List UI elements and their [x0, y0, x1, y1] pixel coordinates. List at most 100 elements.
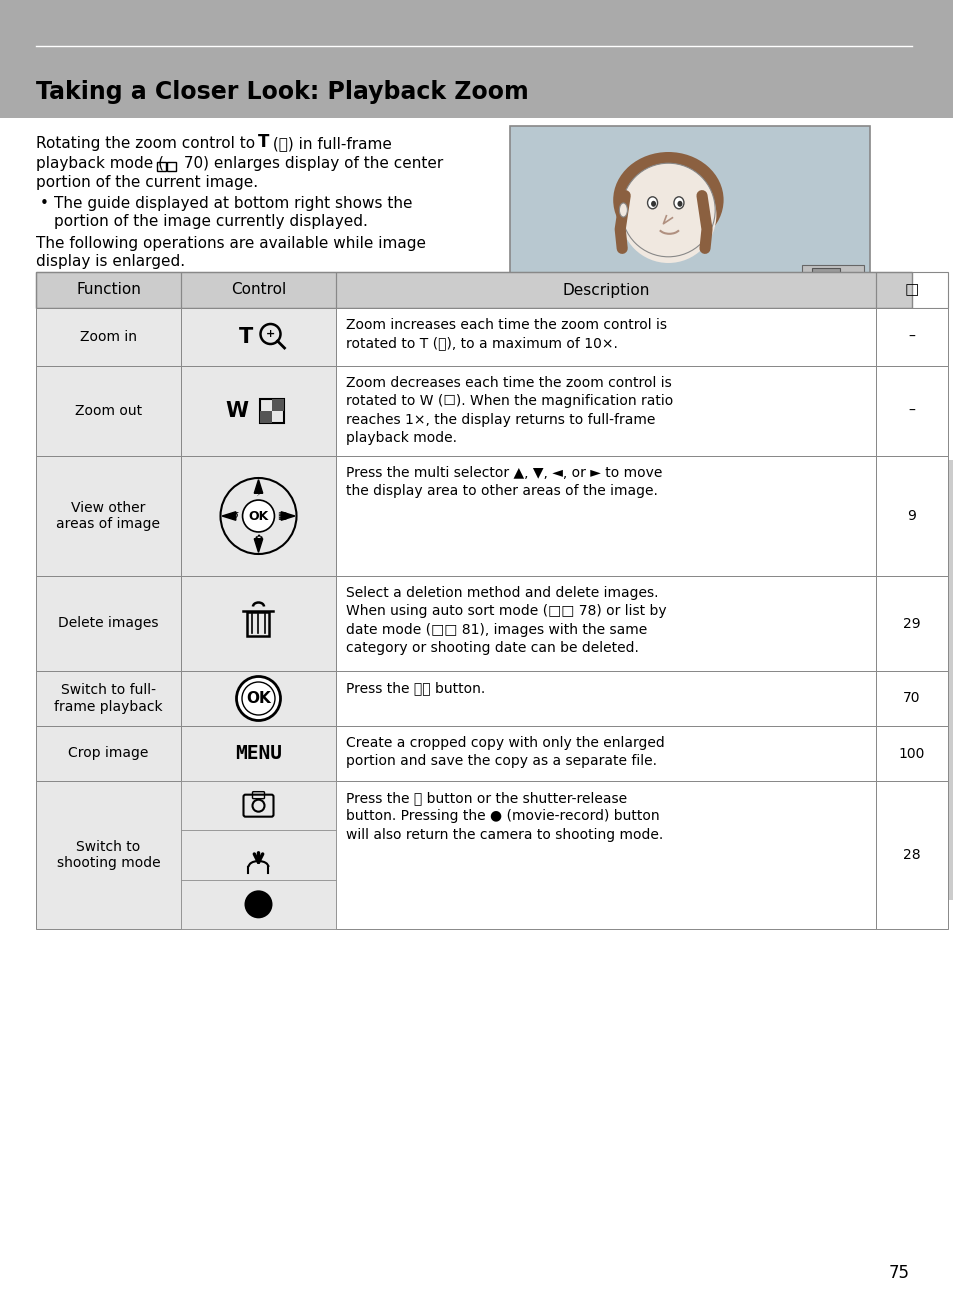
Text: Rotating the zoom control to: Rotating the zoom control to: [36, 137, 260, 151]
Text: –: –: [907, 403, 915, 418]
Bar: [36, 456, 181, 576]
Bar: [875, 727, 947, 781]
Ellipse shape: [619, 167, 716, 263]
Text: The guide displayed at bottom right shows the: The guide displayed at bottom right show…: [54, 196, 412, 212]
Bar: [181, 367, 335, 456]
Text: 70: 70: [902, 691, 920, 706]
Bar: [181, 272, 335, 307]
Text: Zoom out: Zoom out: [75, 403, 142, 418]
Circle shape: [242, 501, 274, 532]
Text: Delete images: Delete images: [58, 616, 158, 631]
Text: Create a cropped copy with only the enlarged
portion and save the copy as a sepa: Create a cropped copy with only the enla…: [346, 736, 664, 769]
Text: ✿: ✿: [254, 535, 262, 544]
Text: □: □: [903, 283, 919, 297]
Bar: [875, 272, 947, 307]
Bar: [181, 879, 335, 929]
Bar: [36, 671, 181, 727]
Text: MENU: MENU: [234, 744, 282, 763]
Text: Taking a Closer Look: Playback Zoom: Taking a Closer Look: Playback Zoom: [36, 80, 528, 104]
Text: MENU: MENU: [516, 286, 545, 296]
Bar: [335, 307, 875, 367]
Text: Description: Description: [561, 283, 649, 297]
Text: 70) enlarges display of the center: 70) enlarges display of the center: [179, 156, 443, 171]
Bar: [36, 307, 181, 367]
Text: portion of the current image.: portion of the current image.: [36, 175, 258, 191]
Text: display is enlarged.: display is enlarged.: [36, 254, 185, 269]
Bar: [181, 576, 335, 671]
Bar: [157, 162, 166, 171]
Bar: [36, 272, 181, 307]
Bar: [181, 727, 335, 781]
Bar: [181, 830, 335, 879]
Text: (⒠) in full-frame: (⒠) in full-frame: [268, 137, 392, 151]
Ellipse shape: [647, 197, 657, 209]
Text: –: –: [907, 330, 915, 344]
Bar: [335, 456, 875, 576]
Text: More on Playback: More on Playback: [927, 624, 941, 736]
Bar: [36, 576, 181, 671]
Ellipse shape: [619, 159, 716, 260]
Polygon shape: [281, 511, 294, 520]
Text: +: +: [266, 328, 274, 339]
Text: Zoom in: Zoom in: [80, 330, 137, 344]
Text: OK: OK: [246, 691, 271, 706]
Ellipse shape: [677, 201, 681, 206]
Bar: [801, 265, 863, 296]
Text: ⚡: ⚡: [254, 487, 262, 498]
Text: The following operations are available while image: The following operations are available w…: [36, 237, 426, 251]
Text: ▦: ▦: [277, 511, 287, 520]
Bar: [875, 671, 947, 727]
Bar: [181, 671, 335, 727]
Bar: [181, 781, 335, 830]
Text: ↺: ↺: [231, 511, 239, 520]
Text: Select a deletion method and delete images.
When using auto sort mode (□□ 78) or: Select a deletion method and delete imag…: [346, 586, 666, 656]
Text: Control: Control: [231, 283, 286, 297]
Ellipse shape: [613, 152, 722, 248]
Text: Zoom increases each time the zoom control is
rotated to T (⒠), to a maximum of 1: Zoom increases each time the zoom contro…: [346, 318, 666, 351]
Ellipse shape: [650, 201, 656, 206]
Text: Press the multi selector ▲, ▼, ◄, or ► to move
the display area to other areas o: Press the multi selector ▲, ▼, ◄, or ► t…: [346, 466, 661, 498]
Ellipse shape: [621, 163, 715, 256]
Bar: [273, 399, 284, 411]
Bar: [36, 367, 181, 456]
Bar: [260, 399, 284, 423]
Text: 75: 75: [888, 1264, 909, 1282]
Text: Press the 📷 button or the shutter-release
button. Pressing the ● (movie-record) : Press the 📷 button or the shutter-releas…: [346, 791, 662, 842]
Bar: [875, 781, 947, 929]
Text: portion of the image currently displayed.: portion of the image currently displayed…: [54, 214, 368, 229]
Text: 28: 28: [902, 848, 920, 862]
Bar: [915, 460, 953, 900]
Bar: [875, 307, 947, 367]
Text: Crop image: Crop image: [69, 746, 149, 761]
Text: Switch to full-
frame playback: Switch to full- frame playback: [54, 683, 163, 714]
Polygon shape: [254, 539, 262, 552]
Text: Press the ⓈⓀ button.: Press the ⓈⓀ button.: [346, 681, 485, 695]
Text: playback mode (: playback mode (: [36, 156, 164, 171]
Bar: [0, 0, 953, 118]
Bar: [510, 126, 869, 301]
Bar: [875, 456, 947, 576]
Bar: [247, 611, 269, 636]
Text: Function: Function: [76, 283, 141, 297]
Text: •: •: [40, 196, 49, 212]
Bar: [335, 671, 875, 727]
Bar: [167, 162, 175, 171]
Bar: [335, 272, 875, 307]
Bar: [335, 576, 875, 671]
Text: T: T: [257, 133, 269, 151]
Text: View other
areas of image: View other areas of image: [56, 501, 160, 531]
Text: 9: 9: [906, 509, 916, 523]
Text: T: T: [239, 327, 253, 347]
Text: OK: OK: [248, 510, 269, 523]
Bar: [181, 781, 335, 929]
Text: ×2.0: ×2.0: [789, 286, 809, 296]
Circle shape: [244, 891, 273, 918]
Ellipse shape: [673, 197, 683, 209]
Text: Zoom decreases each time the zoom control is
rotated to W (☐). When the magnific: Zoom decreases each time the zoom contro…: [346, 376, 673, 445]
Text: 100: 100: [898, 746, 924, 761]
Circle shape: [236, 677, 280, 720]
Bar: [811, 268, 840, 288]
Bar: [181, 307, 335, 367]
Text: 29: 29: [902, 616, 920, 631]
Bar: [181, 456, 335, 576]
